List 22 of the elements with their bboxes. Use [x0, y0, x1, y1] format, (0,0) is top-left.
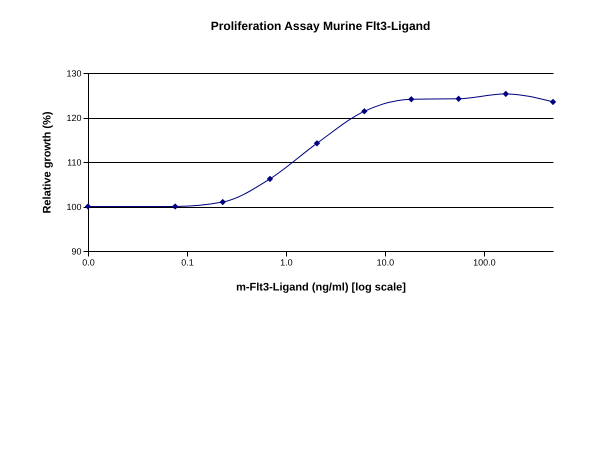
y-axis-title: Relative growth (%) — [41, 111, 54, 214]
point — [266, 176, 274, 182]
point — [361, 108, 368, 114]
point — [455, 96, 462, 102]
y-tick-label: 120 — [66, 113, 82, 123]
chart-title: Proliferation Assay Murine Flt3-Ligand — [210, 19, 430, 33]
point — [502, 90, 509, 98]
x-tick-label: 1.0 — [280, 258, 293, 268]
x-tick-label: 10.0 — [376, 258, 394, 268]
y-tick-label: 90 — [71, 246, 82, 256]
x-tick-label: 100.0 — [473, 258, 496, 268]
point — [220, 198, 226, 206]
point — [314, 140, 320, 146]
x-axis-title: m-Flt3-Ligand (ng/ml) [log scale] — [236, 282, 406, 294]
y-tick-label: 110 — [67, 158, 82, 168]
y-tick-label: 100 — [66, 202, 82, 212]
point — [172, 203, 178, 210]
point — [408, 96, 414, 102]
x-tick-label: 0.0 — [82, 258, 95, 268]
point — [550, 98, 556, 106]
y-tick-label: 130 — [66, 68, 82, 78]
x-tick-label: 0.1 — [181, 258, 194, 268]
